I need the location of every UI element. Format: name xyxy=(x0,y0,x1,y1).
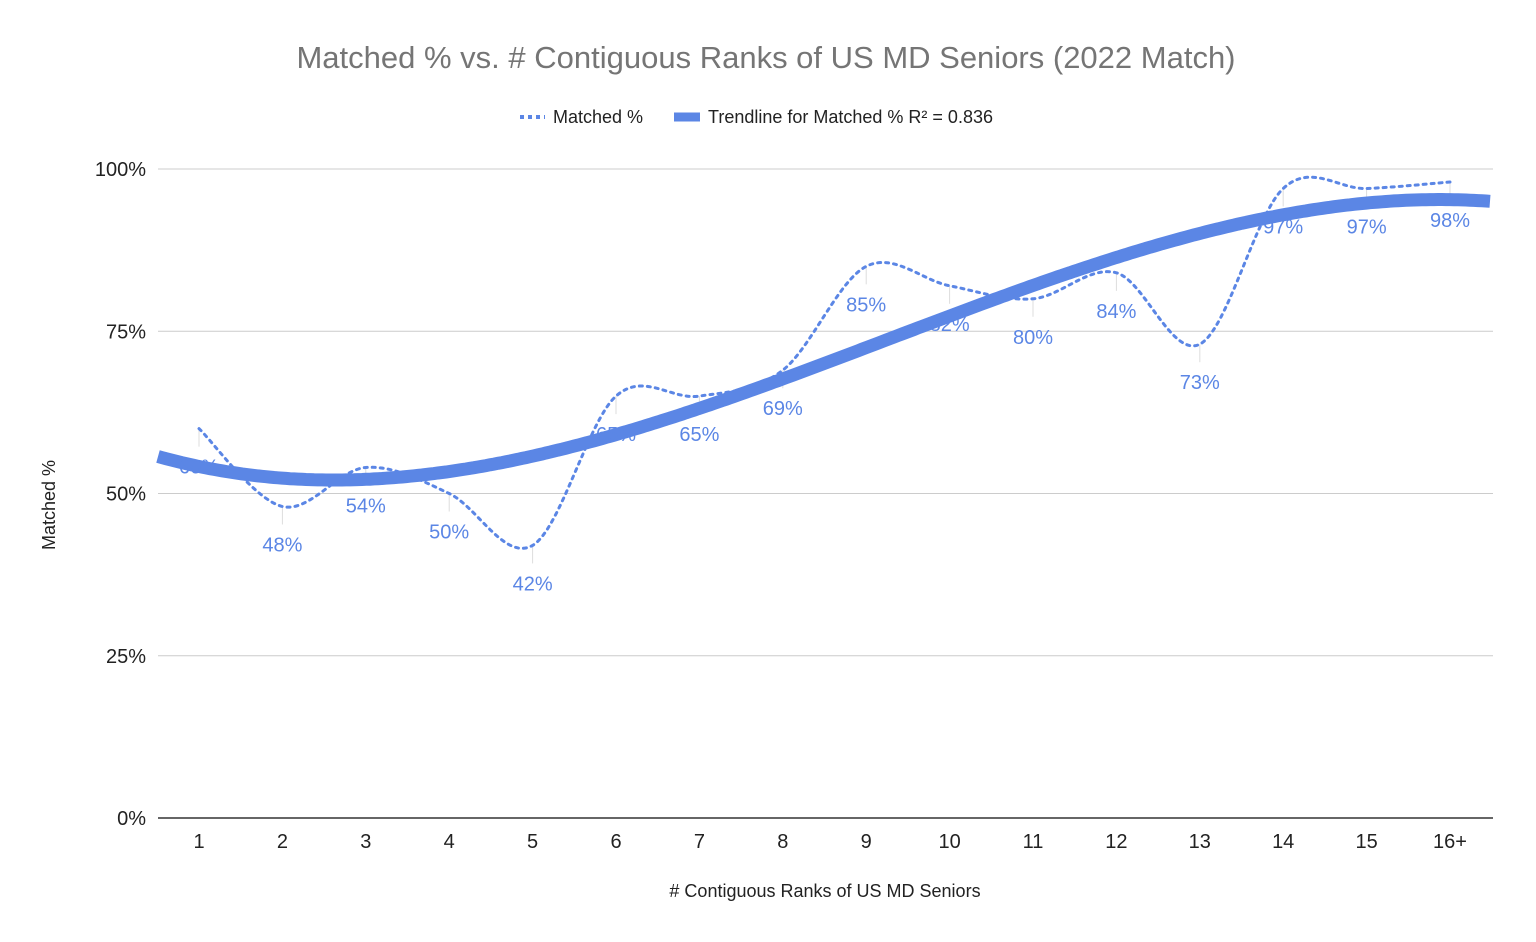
x-tick-label: 11 xyxy=(1023,831,1044,853)
x-tick-label: 10 xyxy=(938,831,960,853)
series-line-matched xyxy=(197,175,1452,550)
y-tick-label: 50% xyxy=(106,484,146,506)
data-label: 65% xyxy=(596,424,636,446)
x-tick-label: 1 xyxy=(193,831,204,853)
x-tick-label: 12 xyxy=(1105,831,1127,853)
legend-label-matched: Matched % xyxy=(553,107,643,127)
x-axis-ticks: 1 2 3 4 5 6 7 8 9 10 11 12 13 14 15 16+ xyxy=(193,831,1467,853)
data-label: 54% xyxy=(346,496,386,518)
x-tick-label: 16+ xyxy=(1433,831,1467,853)
y-tick-label: 75% xyxy=(106,321,146,343)
data-label: 85% xyxy=(846,294,886,316)
data-label: 69% xyxy=(763,398,803,420)
x-tick-label: 2 xyxy=(277,831,288,853)
label-leader-lines xyxy=(198,181,1451,564)
data-label: 73% xyxy=(1180,372,1220,394)
y-axis-ticks: 0% 25% 50% 75% 100% xyxy=(95,159,146,830)
x-axis-label: # Contiguous Ranks of US MD Seniors xyxy=(669,881,980,901)
chart-title: Matched % vs. # Contiguous Ranks of US M… xyxy=(296,40,1235,75)
x-tick-label: 13 xyxy=(1189,831,1211,853)
data-label: 60% xyxy=(179,457,219,479)
data-labels: 60% 48% 54% 50% 42% 65% 65% 69% 85% 82% 80% 84% 73% 9… xyxy=(179,210,1470,595)
x-tick-label: 14 xyxy=(1272,831,1294,853)
x-tick-label: 7 xyxy=(694,831,705,853)
x-tick-label: 3 xyxy=(360,831,371,853)
gridlines xyxy=(158,168,1493,819)
y-tick-label: 0% xyxy=(117,808,146,830)
x-tick-label: 5 xyxy=(527,831,538,853)
x-tick-label: 6 xyxy=(610,831,621,853)
trendline xyxy=(156,193,1491,487)
data-label: 82% xyxy=(930,314,970,336)
data-label: 97% xyxy=(1263,216,1303,238)
data-label: 80% xyxy=(1013,327,1053,349)
data-label: 65% xyxy=(679,424,719,446)
y-tick-label: 25% xyxy=(106,646,146,668)
data-label: 50% xyxy=(429,522,469,544)
x-tick-label: 9 xyxy=(861,831,872,853)
y-axis-label: Matched % xyxy=(39,460,59,550)
data-label: 97% xyxy=(1347,216,1387,238)
x-tick-label: 8 xyxy=(777,831,788,853)
x-tick-label: 15 xyxy=(1355,831,1377,853)
data-label: 48% xyxy=(262,534,302,556)
legend: Matched % Trendline for Matched % R² = 0… xyxy=(520,107,993,127)
data-label: 84% xyxy=(1096,301,1136,323)
y-tick-label: 100% xyxy=(95,159,146,181)
data-label: 98% xyxy=(1430,210,1470,232)
legend-label-trendline: Trendline for Matched % R² = 0.836 xyxy=(708,107,993,127)
data-label: 42% xyxy=(513,573,553,595)
x-tick-label: 4 xyxy=(444,831,455,853)
